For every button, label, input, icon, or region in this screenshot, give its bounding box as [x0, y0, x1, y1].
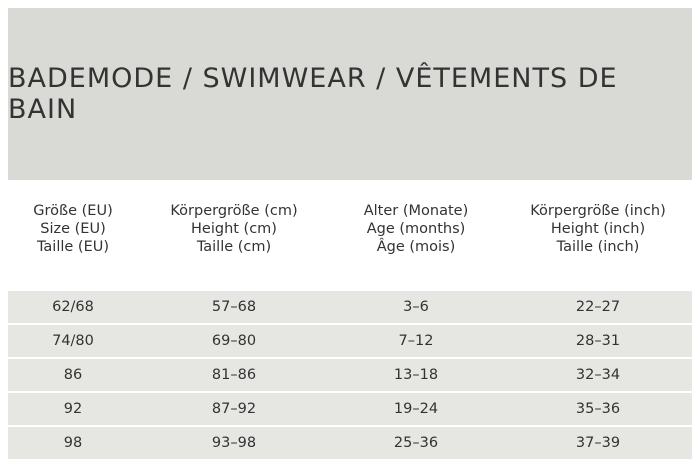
table-cell: 35–36	[575, 401, 621, 417]
table-cell: 93–98	[211, 435, 257, 451]
table-cell: 92	[63, 401, 83, 417]
table-cell: 81–86	[211, 367, 257, 383]
table-row: 92 87–92 19–24 35–36	[8, 393, 692, 425]
table-cell: 98	[63, 435, 83, 451]
table-cell: 13–18	[393, 367, 439, 383]
table-cell: 3–6	[403, 299, 429, 315]
table-cell: 69–80	[211, 333, 257, 349]
column-header: Größe (EU) Size (EU) Taille (EU)	[0, 202, 163, 256]
header-line: Taille (cm)	[196, 239, 272, 255]
title-banner: BADEMODE / SWIMWEAR / VÊTEMENTS DE BAIN	[8, 8, 692, 180]
table-cell: 57–68	[211, 299, 257, 315]
table-cell: 7–12	[398, 333, 434, 349]
header-line: Größe (EU)	[33, 203, 113, 219]
header-line: Size (EU)	[40, 221, 106, 237]
header-line: Körpergröße (inch)	[530, 203, 666, 219]
table-cell: 22–27	[575, 299, 621, 315]
table-cell: 62/68	[52, 299, 94, 315]
table-cell: 37–39	[575, 435, 621, 451]
table-cell: 28–31	[575, 333, 621, 349]
header-line: Alter (Monate)	[363, 203, 469, 219]
table-cell: 74/80	[52, 333, 94, 349]
title: BADEMODE / SWIMWEAR / VÊTEMENTS DE BAIN	[8, 63, 618, 125]
table-row: 98 93–98 25–36 37–39	[8, 427, 692, 459]
column-header: Körpergröße (inch) Height (inch) Taille (i…	[508, 202, 688, 256]
table-row: 86 81–86 13–18 32–34	[8, 359, 692, 391]
column-header: Alter (Monate) Age (months) Âge (mois)	[326, 202, 506, 256]
table-cell: 32–34	[575, 367, 621, 383]
header-line: Âge (mois)	[376, 239, 456, 255]
table-cell: 19–24	[393, 401, 439, 417]
table-cell: 86	[63, 367, 83, 383]
table-cell: 25–36	[393, 435, 439, 451]
table-row: 74/80 69–80 7–12 28–31	[8, 325, 692, 357]
header-line: Taille (EU)	[36, 239, 110, 255]
header-line: Körpergröße (cm)	[170, 203, 298, 219]
header-line: Height (inch)	[550, 221, 646, 237]
table-row: 62/68 57–68 3–6 22–27	[8, 291, 692, 323]
table-cell: 87–92	[211, 401, 257, 417]
header-line: Taille (inch)	[556, 239, 640, 255]
column-header: Körpergröße (cm) Height (cm) Taille (cm)	[144, 202, 324, 256]
header-line: Height (cm)	[191, 221, 277, 237]
header-line: Age (months)	[366, 221, 466, 237]
